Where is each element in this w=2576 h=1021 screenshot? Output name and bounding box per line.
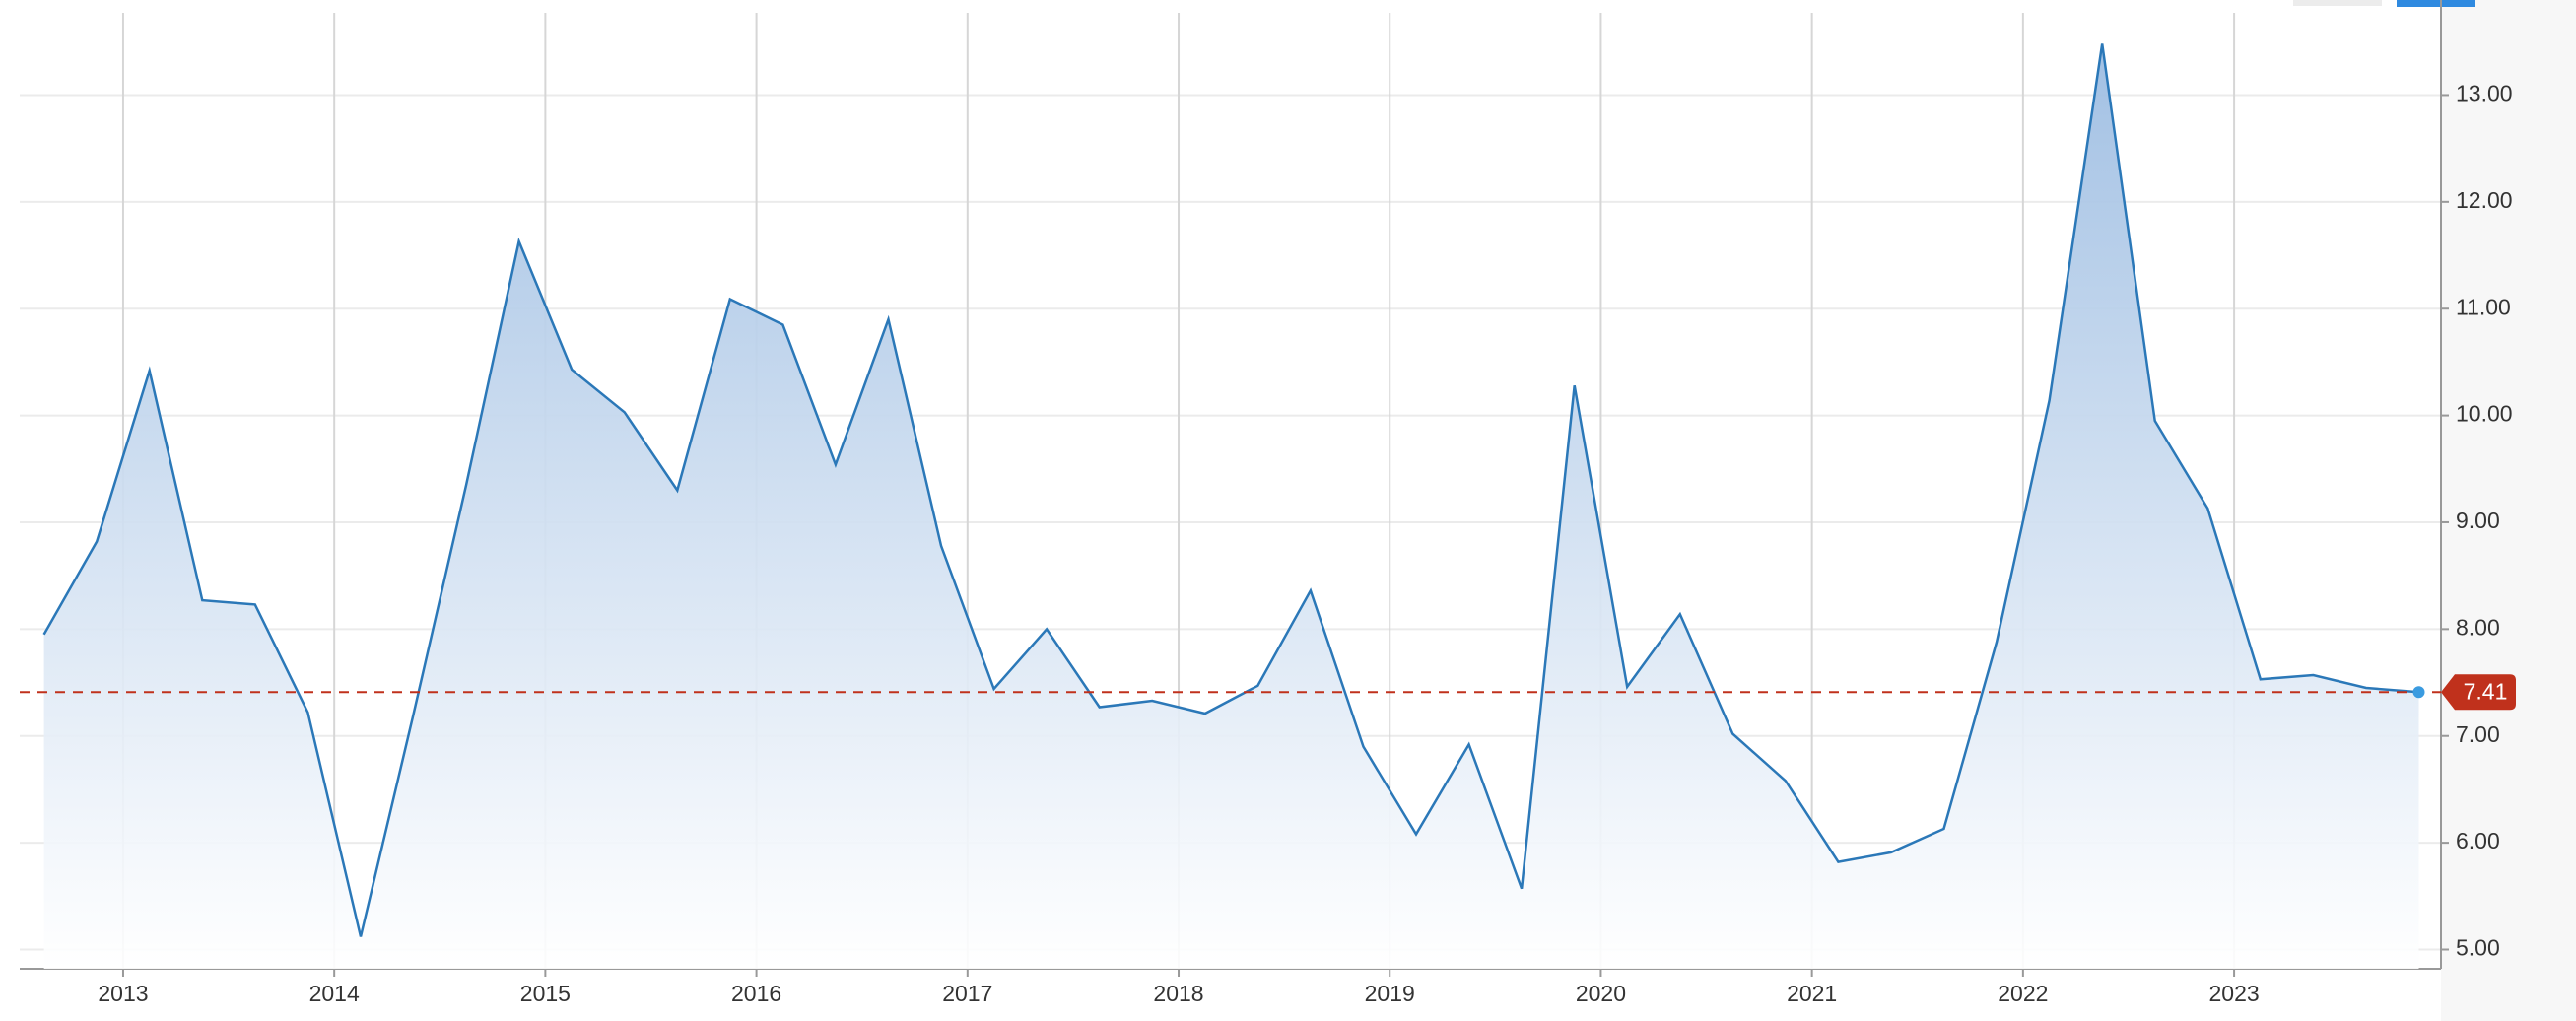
x-tick-label: 2022 xyxy=(1998,981,2048,1006)
x-tick-label: 2018 xyxy=(1153,981,1203,1006)
tab-active[interactable] xyxy=(2397,0,2475,7)
x-tick-label: 2021 xyxy=(1787,981,1837,1006)
y-tick-label: 8.00 xyxy=(2456,614,2500,640)
y-tick-label: 7.00 xyxy=(2456,721,2500,747)
x-tick-label: 2016 xyxy=(731,981,781,1006)
tab[interactable] xyxy=(2293,0,2382,6)
area xyxy=(43,43,2419,969)
y-tick-label: 11.00 xyxy=(2456,294,2511,319)
x-tick-label: 2013 xyxy=(98,981,148,1006)
line xyxy=(42,43,2419,937)
y-tick-label: 6.00 xyxy=(2456,828,2500,853)
y-tick-label: 12.00 xyxy=(2456,187,2513,213)
y-tick-label: 10.00 xyxy=(2456,401,2513,427)
x-tick-label: 2015 xyxy=(520,981,571,1006)
y-tick-label: 9.00 xyxy=(2456,508,2500,533)
x-tick-label: 2017 xyxy=(942,981,992,1006)
axis-panel xyxy=(2441,0,2576,1021)
last-value-label: 7.41 xyxy=(2464,678,2508,704)
y-tick-label: 5.00 xyxy=(2456,935,2500,961)
x-tick-label: 2023 xyxy=(2208,981,2259,1006)
last-value-tag xyxy=(2441,674,2516,711)
x-tick-label: 2020 xyxy=(1576,981,1626,1006)
x-tick-label: 2019 xyxy=(1365,981,1415,1006)
last-point xyxy=(2412,686,2425,699)
x-tick-label: 2014 xyxy=(309,981,360,1006)
y-tick-label: 13.00 xyxy=(2456,81,2513,106)
